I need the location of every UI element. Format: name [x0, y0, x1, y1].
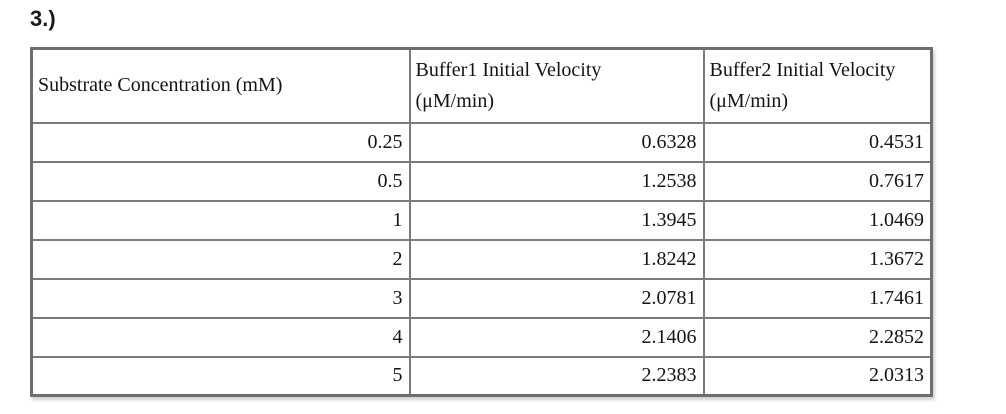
cell-substrate: 0.5 — [30, 160, 411, 202]
header-line: Buffer2 Initial Velocity — [709, 58, 896, 81]
cell-substrate: 1 — [30, 199, 411, 241]
table-row: 2 1.8242 1.3672 — [30, 238, 933, 280]
cell-substrate: 2 — [30, 238, 411, 280]
header-unit: (μM/min) — [709, 89, 789, 112]
cell-buffer1: 2.0781 — [408, 277, 705, 319]
cell-buffer1: 1.8242 — [408, 238, 705, 280]
cell-buffer2: 0.7617 — [702, 160, 933, 202]
cell-buffer2: 1.0469 — [702, 199, 933, 241]
table-row: 1 1.3945 1.0469 — [30, 199, 933, 241]
header-line: Buffer1 Initial Velocity — [415, 58, 602, 81]
cell-buffer1: 2.1406 — [408, 316, 705, 358]
question-number-label: 3.) — [30, 6, 56, 31]
cell-buffer2: 2.2852 — [702, 316, 933, 358]
header-unit: (μM/min) — [415, 89, 495, 112]
cell-buffer1: 1.3945 — [408, 199, 705, 241]
cell-substrate: 3 — [30, 277, 411, 319]
cell-buffer2: 2.0313 — [702, 355, 933, 397]
col-header-buffer2-velocity: Buffer2 Initial Velocity (μM/min) — [702, 47, 933, 124]
cell-buffer2: 0.4531 — [702, 121, 933, 163]
cell-buffer2: 1.3672 — [702, 238, 933, 280]
cell-buffer1: 2.2383 — [408, 355, 705, 397]
cell-buffer2: 1.7461 — [702, 277, 933, 319]
table-row: 0.5 1.2538 0.7617 — [30, 160, 933, 202]
col-header-buffer1-velocity: Buffer1 Initial Velocity (μM/min) — [408, 47, 705, 124]
kinetics-data-table: Substrate Concentration (mM) Buffer1 Ini… — [30, 47, 933, 397]
col-header-substrate-concentration: Substrate Concentration (mM) — [30, 47, 411, 124]
table-row: 0.25 0.6328 0.4531 — [30, 121, 933, 163]
header-line: Substrate Concentration (mM) — [38, 74, 283, 97]
table-row: 5 2.2383 2.0313 — [30, 355, 933, 397]
cell-substrate: 4 — [30, 316, 411, 358]
table-header-row: Substrate Concentration (mM) Buffer1 Ini… — [30, 47, 933, 124]
cell-substrate: 0.25 — [30, 121, 411, 163]
cell-buffer1: 0.6328 — [408, 121, 705, 163]
cell-buffer1: 1.2538 — [408, 160, 705, 202]
table-row: 3 2.0781 1.7461 — [30, 277, 933, 319]
table-row: 4 2.1406 2.2852 — [30, 316, 933, 358]
cell-substrate: 5 — [30, 355, 411, 397]
